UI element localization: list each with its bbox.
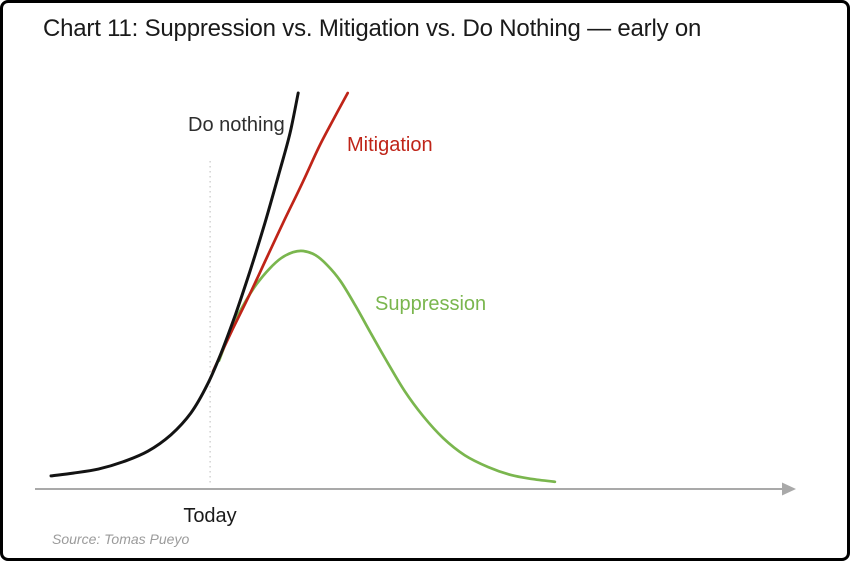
source-attribution: Source: Tomas Pueyo	[52, 531, 190, 547]
chart-canvas	[35, 91, 796, 496]
series-label-do-nothing: Do nothing	[188, 114, 285, 136]
curve-suppression	[217, 249, 557, 484]
curve-mitigation	[211, 91, 350, 373]
x-axis-label-today: Today	[183, 505, 237, 527]
chart-title: Chart 11: Suppression vs. Mitigation vs.…	[43, 15, 702, 42]
x-axis-arrowhead	[782, 482, 796, 496]
series-label-mitigation: Mitigation	[347, 134, 433, 156]
series-label-suppression: Suppression	[375, 293, 487, 315]
curve-do-nothing	[49, 91, 300, 478]
